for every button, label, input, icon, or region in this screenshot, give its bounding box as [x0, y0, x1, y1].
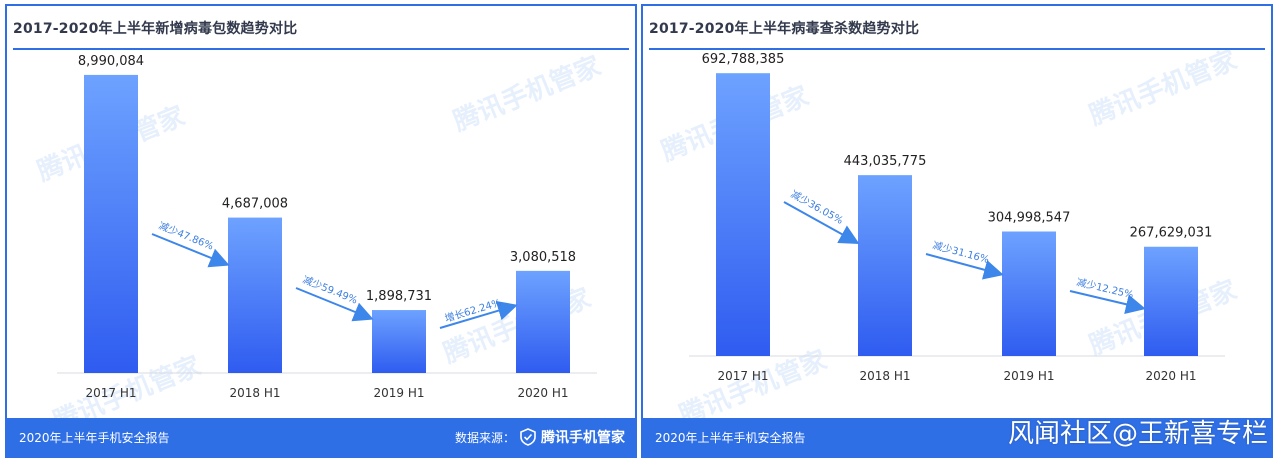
title-divider — [649, 48, 1265, 50]
bar-chart-new-virus-packages: 8,990,084 2017 H1 4,687,008 2018 H1 1,898,73… — [57, 54, 597, 400]
bar — [84, 74, 138, 373]
data-label: 3,080,518 — [510, 250, 576, 265]
bar — [716, 73, 770, 357]
bar — [858, 175, 912, 356]
chart-title: 2017-2020年上半年新增病毒包数趋势对比 — [13, 21, 298, 37]
change-arrow — [295, 287, 374, 322]
panel-footer: 2020年上半年手机安全报告 数据来源： 腾讯手机管家 — [7, 418, 635, 456]
change-annotation: 增长62.24% — [443, 296, 502, 325]
change-annotation: 减少12.25% — [1075, 276, 1134, 301]
data-label: 692,788,385 — [702, 52, 785, 67]
x-tick-label: 2019 H1 — [1003, 369, 1054, 383]
data-label: 304,998,547 — [988, 210, 1071, 225]
chart-title: 2017-2020年上半年病毒查杀数趋势对比 — [649, 21, 920, 37]
chart-panel-virus-kills: 2017-2020年上半年病毒查杀数趋势对比 腾讯手机管家 腾讯手机管家 腾讯手… — [641, 4, 1273, 458]
change-arrow — [1069, 290, 1146, 315]
data-label: 4,687,008 — [222, 197, 288, 212]
overlay-caption: 风闻社区@王新喜专栏 — [1007, 419, 1268, 449]
bar — [1002, 231, 1056, 356]
x-tick-label: 2017 H1 — [85, 386, 136, 400]
change-arrow — [151, 233, 230, 268]
x-tick-label: 2019 H1 — [373, 386, 424, 400]
footer-report-title: 2020年上半年手机安全报告 — [655, 431, 806, 445]
panel-footer: 2020年上半年手机安全报告 — [643, 418, 1271, 456]
footer-brand: 腾讯手机管家 — [541, 430, 625, 446]
data-label: 443,035,775 — [844, 154, 927, 169]
shield-icon — [520, 428, 536, 446]
x-tick-label: 2020 H1 — [517, 386, 568, 400]
bar — [1144, 246, 1198, 356]
change-arrow — [925, 253, 1004, 280]
change-annotation: 减少31.16% — [931, 239, 990, 266]
x-tick-label: 2018 H1 — [859, 369, 910, 383]
x-tick-label: 2020 H1 — [1145, 369, 1196, 383]
change-arrow — [439, 300, 518, 329]
x-tick-label: 2018 H1 — [229, 386, 280, 400]
chart-panel-new-virus-packages: 2017-2020年上半年新增病毒包数趋势对比 腾讯手机管家 腾讯手机管家 腾讯… — [5, 4, 637, 458]
x-tick-label: 2017 H1 — [717, 369, 768, 383]
data-label: 1,898,731 — [366, 289, 432, 304]
data-label: 267,629,031 — [1130, 226, 1213, 241]
footer-source-label: 数据来源： — [454, 430, 515, 445]
bar — [516, 270, 570, 373]
data-label: 8,990,084 — [78, 54, 144, 69]
change-arrow — [783, 201, 860, 244]
bar-chart-virus-kills: 692,788,385 2017 H1 443,035,775 2018 H1 304,… — [689, 52, 1225, 383]
title-divider — [13, 48, 629, 50]
footer-report-title: 2020年上半年手机安全报告 — [19, 431, 170, 445]
bar — [228, 217, 282, 373]
footer-data-source: 数据来源： 腾讯手机管家 — [455, 427, 625, 447]
bar — [372, 310, 426, 373]
